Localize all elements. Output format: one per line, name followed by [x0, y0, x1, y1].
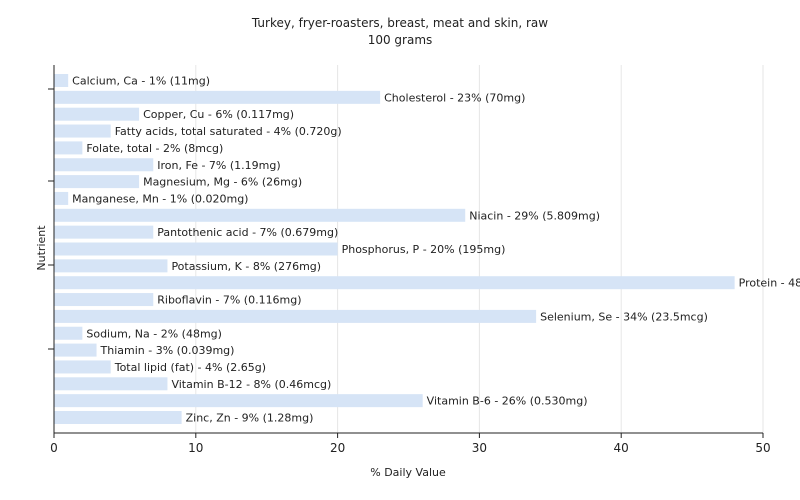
- bar-4: [54, 124, 111, 138]
- bar-15: [54, 309, 537, 323]
- chart-title: Turkey, fryer-roasters, breast, meat and…: [251, 16, 548, 30]
- bar-2: [54, 90, 381, 104]
- bar-label: Selenium, Se - 34% (23.5mcg): [540, 310, 708, 323]
- bar-20: [54, 394, 423, 408]
- x-tick-label: 40: [614, 441, 629, 455]
- x-tick-label: 10: [188, 441, 203, 455]
- bar-label: Folate, total - 2% (8mcg): [86, 142, 223, 155]
- bar-label: Iron, Fe - 7% (1.19mg): [157, 159, 280, 172]
- bar-5: [54, 141, 83, 155]
- bar-label: Zinc, Zn - 9% (1.28mg): [186, 412, 314, 425]
- x-tick-label: 0: [50, 441, 58, 455]
- x-tick-label: 30: [472, 441, 487, 455]
- bar-6: [54, 158, 154, 172]
- bar-label: Fatty acids, total saturated - 4% (0.720…: [115, 125, 342, 138]
- bar-18: [54, 360, 111, 374]
- bar-label: Protein - 48% (23.76g): [739, 277, 800, 290]
- bar-17: [54, 343, 97, 357]
- bar-label: Manganese, Mn - 1% (0.020mg): [72, 192, 248, 205]
- bars: Calcium, Ca - 1% (11mg) Cholesterol - 23%…: [54, 74, 800, 425]
- bar-12: [54, 259, 168, 273]
- bar-label: Vitamin B-6 - 26% (0.530mg): [427, 395, 588, 408]
- chart-subtitle: 100 grams: [368, 33, 433, 47]
- bar-19: [54, 377, 168, 391]
- bar-label: Sodium, Na - 2% (48mg): [86, 327, 222, 340]
- bar-label: Riboflavin - 7% (0.116mg): [157, 294, 301, 307]
- y-axis-label: Nutrient: [35, 225, 48, 271]
- bar-9: [54, 208, 466, 222]
- bar-16: [54, 326, 83, 340]
- bar-label: Phosphorus, P - 20% (195mg): [342, 243, 506, 256]
- bar-label: Copper, Cu - 6% (0.117mg): [143, 108, 294, 121]
- bar-label: Thiamin - 3% (0.039mg): [100, 344, 235, 357]
- bar-3: [54, 107, 140, 121]
- bar-21: [54, 411, 182, 424]
- bar-8: [54, 191, 69, 205]
- x-tick-label: 20: [330, 441, 345, 455]
- axes: 0 10 20 30 40 50: [48, 65, 771, 455]
- bar-label: Pantothenic acid - 7% (0.679mg): [157, 226, 338, 239]
- bar-13: [54, 276, 735, 290]
- x-tick-label: 50: [755, 441, 770, 455]
- bar-14: [54, 293, 154, 307]
- bar-label: Cholesterol - 23% (70mg): [384, 91, 525, 104]
- bar-10: [54, 225, 154, 239]
- bar-11: [54, 242, 338, 256]
- bar-7: [54, 175, 140, 189]
- bar-label: Vitamin B-12 - 8% (0.46mcg): [171, 378, 331, 391]
- bar-label: Magnesium, Mg - 6% (26mg): [143, 176, 302, 189]
- bar-label: Calcium, Ca - 1% (11mg): [72, 75, 210, 88]
- bar-1: [54, 74, 69, 87]
- bar-label: Niacin - 29% (5.809mg): [469, 209, 600, 222]
- x-axis-label: % Daily Value: [370, 466, 446, 479]
- bar-label: Potassium, K - 8% (276mg): [171, 260, 321, 273]
- bar-label: Total lipid (fat) - 4% (2.65g): [114, 361, 266, 374]
